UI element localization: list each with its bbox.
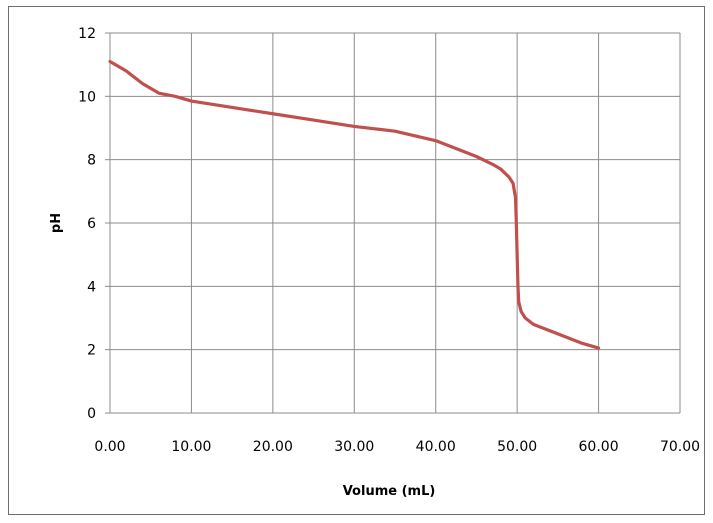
y-axis-title: pH	[49, 213, 64, 233]
grid-layer	[110, 32, 681, 413]
y-tick-label: 2	[87, 343, 96, 359]
x-tick-label: 60.00	[579, 439, 619, 455]
y-tick-label: 6	[87, 216, 96, 232]
x-tick-label: 0.00	[94, 439, 125, 455]
titration-curve-line	[108, 59, 601, 350]
x-axis-title: Volume (mL)	[343, 484, 436, 499]
series-layer	[108, 59, 601, 350]
x-tick-label: 50.00	[497, 439, 537, 455]
y-tick-label: 4	[87, 279, 96, 295]
x-tick-label: 10.00	[171, 439, 211, 455]
x-tick-label: 20.00	[253, 439, 293, 455]
y-tick-label: 10	[78, 89, 96, 105]
y-tick-label: 8	[87, 153, 96, 169]
x-tick-label: 70.00	[660, 439, 700, 455]
y-tick-label: 12	[78, 26, 96, 42]
x-tick-label: 30.00	[334, 439, 374, 455]
x-tick-label: 40.00	[416, 439, 456, 455]
y-tick-label: 0	[87, 406, 96, 422]
tick-label-layer: 0.00 10.00 20.00 30.00 40.00 50.00 60.00 70.00 0…	[78, 26, 700, 455]
chart-frame	[8, 6, 705, 515]
axis-layer	[105, 32, 680, 414]
